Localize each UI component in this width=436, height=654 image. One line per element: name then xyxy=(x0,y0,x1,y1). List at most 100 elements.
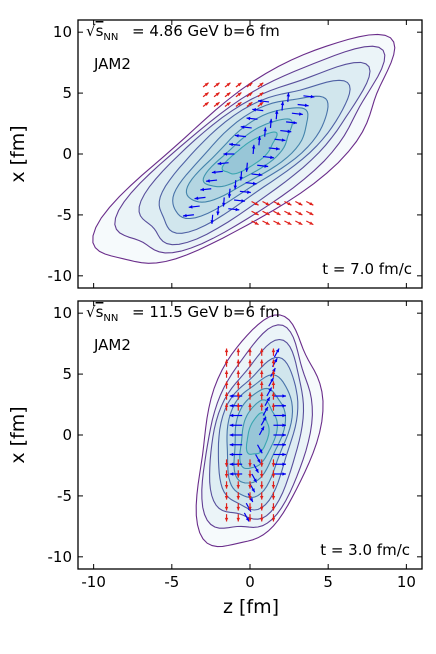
flow-arrow xyxy=(248,392,252,400)
x-tick-label: 0 xyxy=(245,573,255,591)
flow-arrow xyxy=(248,481,252,489)
flow-arrow xyxy=(240,125,252,129)
flow-arrow xyxy=(273,348,280,358)
flow-arrow xyxy=(213,82,220,88)
x-tick-label: -10 xyxy=(81,573,106,591)
x-tick-label: 10 xyxy=(397,573,416,591)
flow-arrow xyxy=(248,503,252,511)
flow-arrow xyxy=(224,381,229,389)
flow-arrow xyxy=(295,210,303,216)
flow-arrow xyxy=(224,392,229,400)
flow-arrow xyxy=(271,492,276,500)
flow-arrow xyxy=(239,171,243,181)
flow-arrow xyxy=(236,503,241,511)
flow-arrow xyxy=(257,101,264,107)
flow-arrow xyxy=(251,173,263,177)
flow-arrow xyxy=(255,454,261,464)
flow-arrow xyxy=(224,503,229,511)
flow-arrow xyxy=(235,101,242,107)
flow-arrow xyxy=(271,381,276,389)
flow-arrow xyxy=(259,359,264,367)
flow-arrow xyxy=(224,370,229,378)
flow-arrow xyxy=(229,462,243,466)
flow-arrow xyxy=(236,492,241,500)
flow-arrow xyxy=(224,403,229,411)
flow-arrow xyxy=(251,473,258,483)
flow-arrow xyxy=(229,443,243,447)
contour-level xyxy=(221,131,278,175)
flow-arrow xyxy=(273,413,286,418)
flow-arrow xyxy=(271,514,276,522)
flow-arrow xyxy=(303,94,315,99)
flow-arrow xyxy=(260,416,267,426)
flow-arrow xyxy=(256,444,263,454)
flow-arrow xyxy=(259,381,264,389)
flow-arrow xyxy=(284,210,292,216)
flow-arrow xyxy=(268,146,280,151)
flow-arrow xyxy=(202,82,209,88)
flow-arrow xyxy=(229,142,241,147)
flow-arrow xyxy=(252,108,264,112)
flow-arrow xyxy=(271,470,276,478)
flow-arrow xyxy=(235,92,242,98)
flow-arrow xyxy=(236,370,241,378)
flow-arrow xyxy=(262,200,270,206)
flow-arrow xyxy=(213,101,220,107)
flow-arrow xyxy=(248,381,252,389)
axis-ticks: -10 -5 0 5 10 xyxy=(48,20,422,288)
flow-arrow xyxy=(306,210,314,216)
flow-arrow xyxy=(248,403,252,411)
flow-arrow xyxy=(236,470,241,478)
contour-plot xyxy=(92,33,396,264)
flow-arrow xyxy=(259,392,264,400)
flow-arrow xyxy=(271,392,276,400)
flow-arrow xyxy=(291,112,303,116)
flow-arrow xyxy=(271,359,276,367)
y-tick-label: 10 xyxy=(53,23,72,41)
flow-arrow xyxy=(236,481,241,489)
flow-arrow xyxy=(229,423,243,427)
flow-arrow xyxy=(235,82,242,88)
flow-arrow xyxy=(284,200,292,206)
flow-arrow xyxy=(262,155,274,160)
flow-arrow xyxy=(229,413,243,418)
flow-arrow xyxy=(188,205,200,209)
flow-arrow xyxy=(224,492,229,500)
flow-arrow xyxy=(286,92,290,102)
flow-arrow xyxy=(258,426,265,436)
flow-arrow xyxy=(259,492,264,500)
y-tick-label: -5 xyxy=(57,487,72,505)
flow-arrow xyxy=(295,200,303,206)
flow-arrow xyxy=(239,190,251,194)
flow-arrow xyxy=(259,503,264,511)
x-axis-title: z [fm] xyxy=(223,596,279,618)
contour-level xyxy=(92,33,396,264)
axis-ticks: -10 -10 -5 -5 0 0 5 5 10 10 xyxy=(48,301,422,591)
flow-arrow xyxy=(216,206,220,216)
flow-arrow xyxy=(224,514,229,522)
flow-arrow xyxy=(233,179,238,190)
flow-arrow xyxy=(248,514,252,522)
model-label: JAM2 xyxy=(93,336,131,354)
flow-arrow xyxy=(206,179,218,183)
flow-arrow xyxy=(273,423,286,427)
flow-arrow xyxy=(217,161,229,166)
flow-arrow xyxy=(273,404,286,408)
flow-arrow xyxy=(295,220,303,226)
flow-arrow xyxy=(224,470,229,478)
flow-arrow xyxy=(262,220,270,226)
flow-arrow xyxy=(268,377,274,387)
flow-arrow xyxy=(210,214,214,224)
flow-arrow xyxy=(223,152,235,156)
flow-arrows xyxy=(182,82,315,226)
y-tick-label: -10 xyxy=(48,267,73,285)
contour-level xyxy=(185,107,309,203)
flow-arrow xyxy=(286,120,298,125)
flow-arrow xyxy=(229,433,243,437)
flow-arrow xyxy=(248,370,252,378)
flow-arrow xyxy=(236,348,241,356)
contour-level xyxy=(239,399,278,470)
time-label: t = 7.0 fm/c xyxy=(322,260,412,278)
flow-arrow xyxy=(264,396,271,407)
flow-arrow xyxy=(236,403,241,411)
